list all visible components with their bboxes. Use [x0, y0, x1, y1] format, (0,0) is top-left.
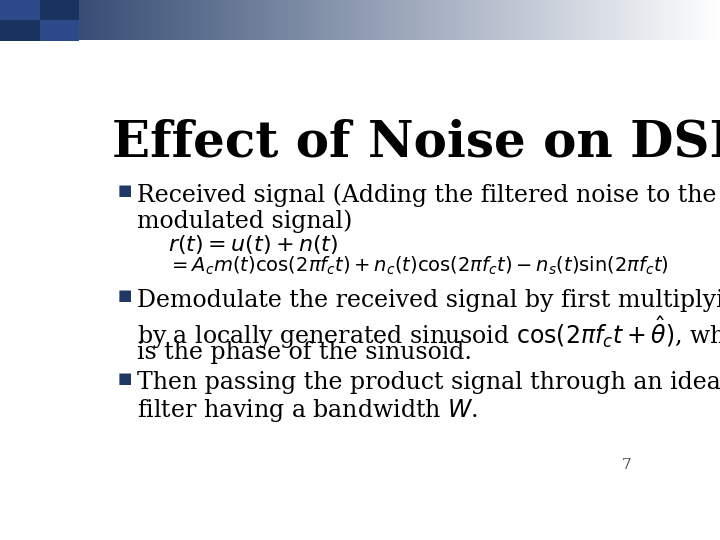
- Text: 7: 7: [621, 458, 631, 472]
- Text: Then passing the product signal through an ideal lowpass: Then passing the product signal through …: [138, 371, 720, 394]
- Text: ■: ■: [118, 288, 132, 303]
- Text: by a locally generated sinusoid $\cos(2\pi f_c t + \hat{\theta})$, where $\hat{\: by a locally generated sinusoid $\cos(2\…: [138, 315, 720, 352]
- Bar: [0, 0, 40, 20]
- Text: Effect of Noise on DSB-SC AM: Effect of Noise on DSB-SC AM: [112, 119, 720, 168]
- Text: ■: ■: [118, 183, 132, 198]
- Text: is the phase of the sinusoid.: is the phase of the sinusoid.: [138, 341, 472, 365]
- Text: modulated signal): modulated signal): [138, 210, 353, 233]
- Bar: [40, 20, 79, 40]
- Bar: [0, 20, 40, 40]
- Text: Received signal (Adding the filtered noise to the: Received signal (Adding the filtered noi…: [138, 183, 717, 207]
- Bar: [40, 0, 79, 20]
- Text: Demodulate the received signal by first multiplying r(t): Demodulate the received signal by first …: [138, 288, 720, 312]
- Text: $r(t) = u(t) + n(t)$: $r(t) = u(t) + n(t)$: [168, 233, 338, 256]
- Text: $= A_c m(t)\cos(2\pi f_c t) + n_c(t)\cos(2\pi f_c t) - n_s(t)\sin(2\pi f_c t)$: $= A_c m(t)\cos(2\pi f_c t) + n_c(t)\cos…: [168, 255, 669, 277]
- Text: ■: ■: [118, 371, 132, 386]
- Text: filter having a bandwidth $W$.: filter having a bandwidth $W$.: [138, 397, 479, 424]
